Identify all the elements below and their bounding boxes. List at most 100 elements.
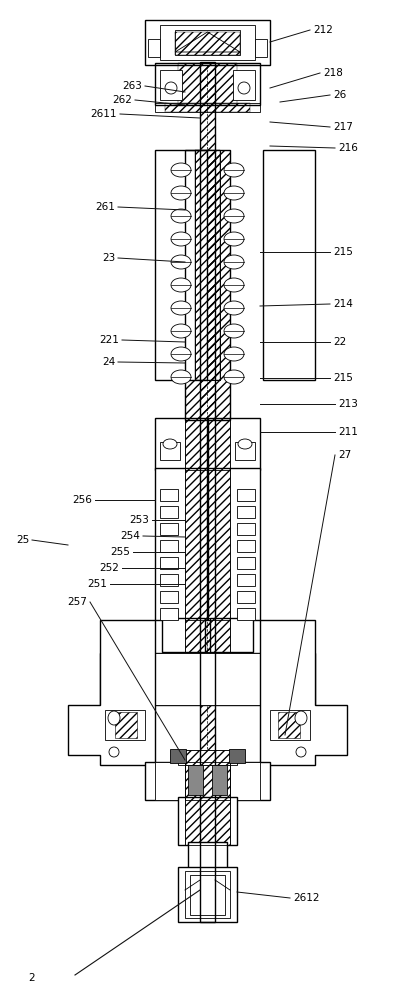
Text: 216: 216 <box>338 143 358 153</box>
Bar <box>230 762 260 800</box>
Bar <box>237 489 255 501</box>
Ellipse shape <box>224 186 244 200</box>
Bar <box>162 618 205 652</box>
Text: 256: 256 <box>72 495 92 505</box>
Text: 213: 213 <box>338 399 358 409</box>
Text: 253: 253 <box>129 515 149 525</box>
Text: 257: 257 <box>67 597 87 607</box>
Text: 263: 263 <box>122 81 142 91</box>
Ellipse shape <box>224 232 244 246</box>
Bar <box>185 797 230 845</box>
Bar <box>292 702 310 730</box>
Bar <box>160 523 178 535</box>
Bar <box>190 875 225 915</box>
Bar <box>200 62 215 922</box>
Bar <box>233 70 255 100</box>
Bar <box>200 62 215 922</box>
Text: 217: 217 <box>333 122 353 132</box>
Bar <box>160 608 178 620</box>
Ellipse shape <box>224 209 244 223</box>
Text: 214: 214 <box>333 299 353 309</box>
Bar <box>185 762 230 800</box>
Bar <box>178 797 237 845</box>
Bar <box>148 39 160 57</box>
Bar <box>105 702 123 730</box>
Text: 254: 254 <box>120 531 140 541</box>
Bar <box>195 150 220 380</box>
Ellipse shape <box>238 82 250 94</box>
Ellipse shape <box>165 82 177 94</box>
Ellipse shape <box>171 324 191 338</box>
Text: 27: 27 <box>338 450 351 460</box>
Ellipse shape <box>171 209 191 223</box>
Text: 262: 262 <box>112 95 132 105</box>
Bar <box>160 442 180 460</box>
Bar <box>255 39 267 57</box>
Bar <box>185 418 230 470</box>
Ellipse shape <box>224 163 244 177</box>
Bar <box>155 762 185 800</box>
Text: 215: 215 <box>333 247 353 257</box>
Text: 251: 251 <box>87 579 107 589</box>
Bar <box>195 150 220 380</box>
Text: 2: 2 <box>28 973 34 983</box>
Bar <box>237 557 255 569</box>
Bar <box>237 523 255 535</box>
Ellipse shape <box>295 711 307 725</box>
Ellipse shape <box>224 324 244 338</box>
Text: 25: 25 <box>16 535 29 545</box>
Bar <box>208 468 260 620</box>
Ellipse shape <box>224 347 244 361</box>
Bar <box>185 762 230 800</box>
Bar <box>165 103 250 112</box>
Ellipse shape <box>224 278 244 292</box>
Bar <box>100 653 315 705</box>
Text: 261: 261 <box>95 202 115 212</box>
Bar <box>185 418 230 470</box>
Ellipse shape <box>238 439 252 449</box>
Ellipse shape <box>108 711 120 725</box>
Bar <box>160 25 255 60</box>
Polygon shape <box>260 620 347 765</box>
Bar <box>178 867 237 922</box>
Ellipse shape <box>224 255 244 269</box>
Bar <box>229 749 245 763</box>
Bar <box>115 712 137 738</box>
Ellipse shape <box>171 163 191 177</box>
Bar <box>270 710 310 740</box>
Bar <box>237 574 255 586</box>
Bar <box>263 150 315 380</box>
Bar <box>195 150 220 380</box>
Bar <box>237 591 255 603</box>
Polygon shape <box>68 620 155 765</box>
Text: 2611: 2611 <box>90 109 117 119</box>
Bar <box>188 765 203 795</box>
Bar <box>235 442 255 460</box>
Text: 221: 221 <box>99 335 119 345</box>
Bar <box>155 103 260 112</box>
Bar <box>175 32 240 55</box>
Text: 23: 23 <box>102 253 115 263</box>
Ellipse shape <box>109 747 119 757</box>
Bar <box>237 506 255 518</box>
Bar <box>185 468 230 620</box>
Ellipse shape <box>171 278 191 292</box>
Bar <box>160 591 178 603</box>
Bar <box>155 468 207 620</box>
Bar <box>160 557 178 569</box>
Ellipse shape <box>171 186 191 200</box>
Bar <box>175 30 240 55</box>
Ellipse shape <box>171 232 191 246</box>
Text: 24: 24 <box>102 357 115 367</box>
Bar <box>185 150 230 420</box>
Bar <box>210 618 253 652</box>
Bar <box>160 70 182 100</box>
Bar <box>237 608 255 620</box>
Bar <box>185 750 230 765</box>
Bar <box>170 749 186 763</box>
Bar <box>178 63 237 105</box>
Text: 26: 26 <box>333 90 346 100</box>
Bar <box>130 653 285 705</box>
Bar <box>188 842 227 870</box>
Bar <box>160 489 178 501</box>
